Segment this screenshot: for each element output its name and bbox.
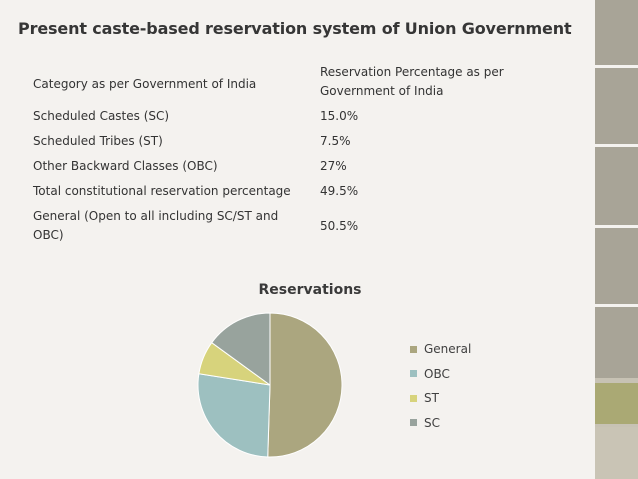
legend-label: General xyxy=(424,342,472,357)
legend-label: SC xyxy=(424,415,440,430)
table-cell-category: Scheduled Tribes (ST) xyxy=(33,134,163,148)
legend-item-general: General xyxy=(410,337,471,362)
chart-legend: General OBC ST SC xyxy=(410,337,471,435)
legend-swatch xyxy=(410,394,417,402)
pie-chart xyxy=(197,312,343,458)
slide-title: Present caste-based reservation system o… xyxy=(18,19,572,38)
table-cell-percentage: 50.5% xyxy=(320,218,359,233)
legend-label: ST xyxy=(424,391,439,406)
table-row: Total constitutional reservation percent… xyxy=(27,179,537,204)
table-cell-category: Scheduled Castes (SC) xyxy=(33,109,170,123)
legend-swatch xyxy=(410,370,417,378)
table-header-row: Category as per Government of India Rese… xyxy=(27,60,537,104)
table-cell-percentage: 7.5% xyxy=(320,134,351,148)
reservation-table: Category as per Government of India Rese… xyxy=(27,60,537,248)
table-cell-percentage: 27% xyxy=(320,159,347,173)
table-header-category: Category as per Government of India xyxy=(33,77,257,91)
table-row: Scheduled Castes (SC) 15.0% xyxy=(27,104,537,129)
legend-swatch xyxy=(410,419,417,427)
table-cell-category: Other Backward Classes (OBC) xyxy=(33,159,218,173)
decorative-side-bar xyxy=(591,0,638,479)
table-cell-percentage: 49.5% xyxy=(320,184,359,198)
table-row: Other Backward Classes (OBC) 27% xyxy=(27,154,537,179)
legend-item-obc: OBC xyxy=(410,362,471,387)
pie-slice-obc xyxy=(197,373,271,458)
table-cell-percentage: 15.0% xyxy=(320,109,359,123)
pie-slice-general xyxy=(267,312,343,458)
pie-slice-sc xyxy=(211,312,271,386)
table-cell-category: General (Open to all including SC/ST and… xyxy=(33,209,279,242)
table-row: General (Open to all including SC/ST and… xyxy=(27,204,537,248)
table-cell-category: Total constitutional reservation percent… xyxy=(33,184,291,198)
chart-title: Reservations xyxy=(258,282,362,298)
legend-item-sc: SC xyxy=(410,411,471,436)
table-header-percentage: Reservation Percentage as per Government… xyxy=(320,65,504,98)
legend-label: OBC xyxy=(424,366,450,381)
table-row: Scheduled Tribes (ST) 7.5% xyxy=(27,129,537,154)
legend-item-st: ST xyxy=(410,386,471,411)
legend-swatch xyxy=(410,345,417,353)
